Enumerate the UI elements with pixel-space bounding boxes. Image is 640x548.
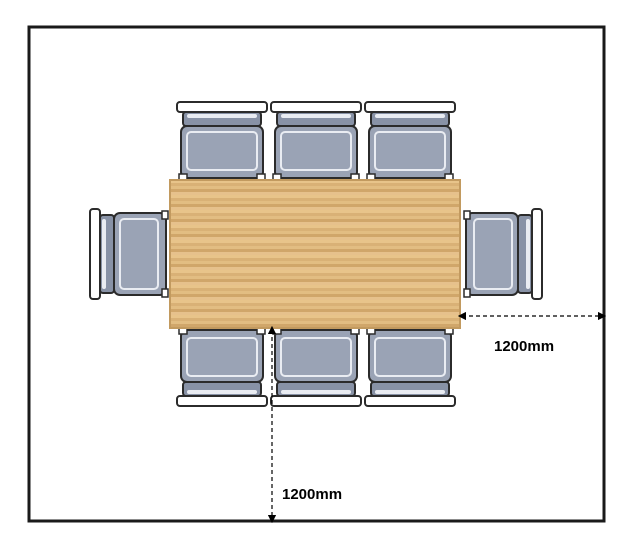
chair (271, 328, 361, 406)
dimension-label-bottom: 1200mm (282, 486, 342, 503)
chair (365, 102, 455, 180)
chair (464, 209, 542, 299)
chair (90, 209, 168, 299)
chair (365, 328, 455, 406)
chair (271, 102, 361, 180)
chair (177, 102, 267, 180)
dimension-label-right: 1200mm (494, 338, 554, 355)
chair (177, 328, 267, 406)
table (170, 180, 460, 328)
floorplan-diagram (0, 0, 640, 548)
